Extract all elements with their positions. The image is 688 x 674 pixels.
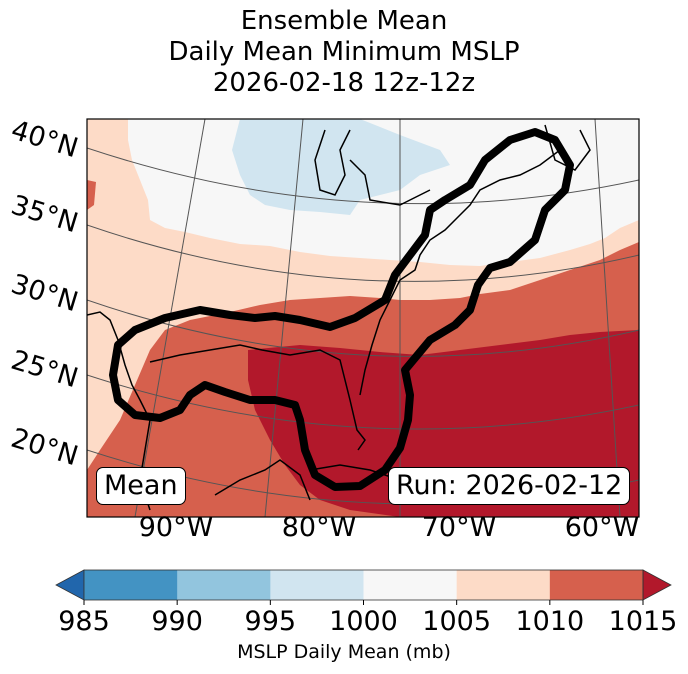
colorbar-tick-label-1000: 1000: [329, 606, 398, 637]
colorbar-extend-high: [642, 569, 672, 601]
field-1010-1015-patch: [87, 180, 96, 210]
colorbar-segment-990-995: [177, 570, 271, 600]
colorbar-segment-1000-1005: [363, 570, 458, 600]
colorbar-segment-995-1000: [270, 570, 364, 600]
chart-title-line-3: 2026-02-18 12z-12z: [212, 68, 476, 98]
coast-lake-michigan: [314, 129, 351, 196]
field-995-1000: [232, 119, 450, 215]
colorbar-segment-1010-1015: [549, 570, 644, 600]
map-plot: [86, 118, 640, 518]
lon-tick-70w: 70°W: [421, 512, 497, 543]
colorbar-segment-985-990: [84, 570, 178, 600]
colorbar-tick-label-995: 995: [244, 606, 297, 637]
colorbar-tick-label-1015: 1015: [608, 606, 678, 637]
chart-title-line-1: Ensemble Mean: [240, 6, 448, 36]
colorbar-label: MSLP Daily Mean (mb): [237, 641, 451, 663]
coast-maritimes: [544, 124, 591, 171]
meridian-60w: [594, 119, 621, 517]
storm-track-contour: [109, 128, 574, 491]
coast-yucatan: [214, 459, 311, 501]
colorbar-tick-label-990: 990: [151, 606, 203, 637]
coast-texas-mexico: [87, 311, 151, 511]
lon-tick-90w: 90°W: [138, 512, 214, 543]
annotation-run-date: Run: 2026-02-12: [388, 467, 631, 505]
colorbar-tick-label-1010: 1010: [515, 606, 585, 637]
lon-tick-80w: 80°W: [281, 512, 357, 543]
coast-lake-huron-erie: [349, 159, 431, 206]
coast-east: [359, 149, 561, 396]
coastlines: [87, 124, 591, 511]
colorbar-segment-1005-1010: [456, 570, 551, 600]
map-frame: [86, 118, 640, 518]
colorbar-tick-label-1005: 1005: [422, 606, 492, 637]
lon-tick-60w: 60°W: [564, 512, 640, 543]
coast-gulf-florida: [149, 344, 366, 451]
parallel-30n: [87, 299, 639, 357]
chart-title-line-2: Daily Mean Minimum MSLP: [168, 37, 520, 67]
annotation-mean: Mean: [96, 467, 186, 505]
parallel-25n: [87, 374, 639, 430]
parallel-35n: [87, 224, 639, 282]
colorbar: [55, 569, 672, 605]
colorbar-extend-low: [55, 569, 85, 601]
colorbar-tick-label-985: 985: [58, 606, 110, 637]
